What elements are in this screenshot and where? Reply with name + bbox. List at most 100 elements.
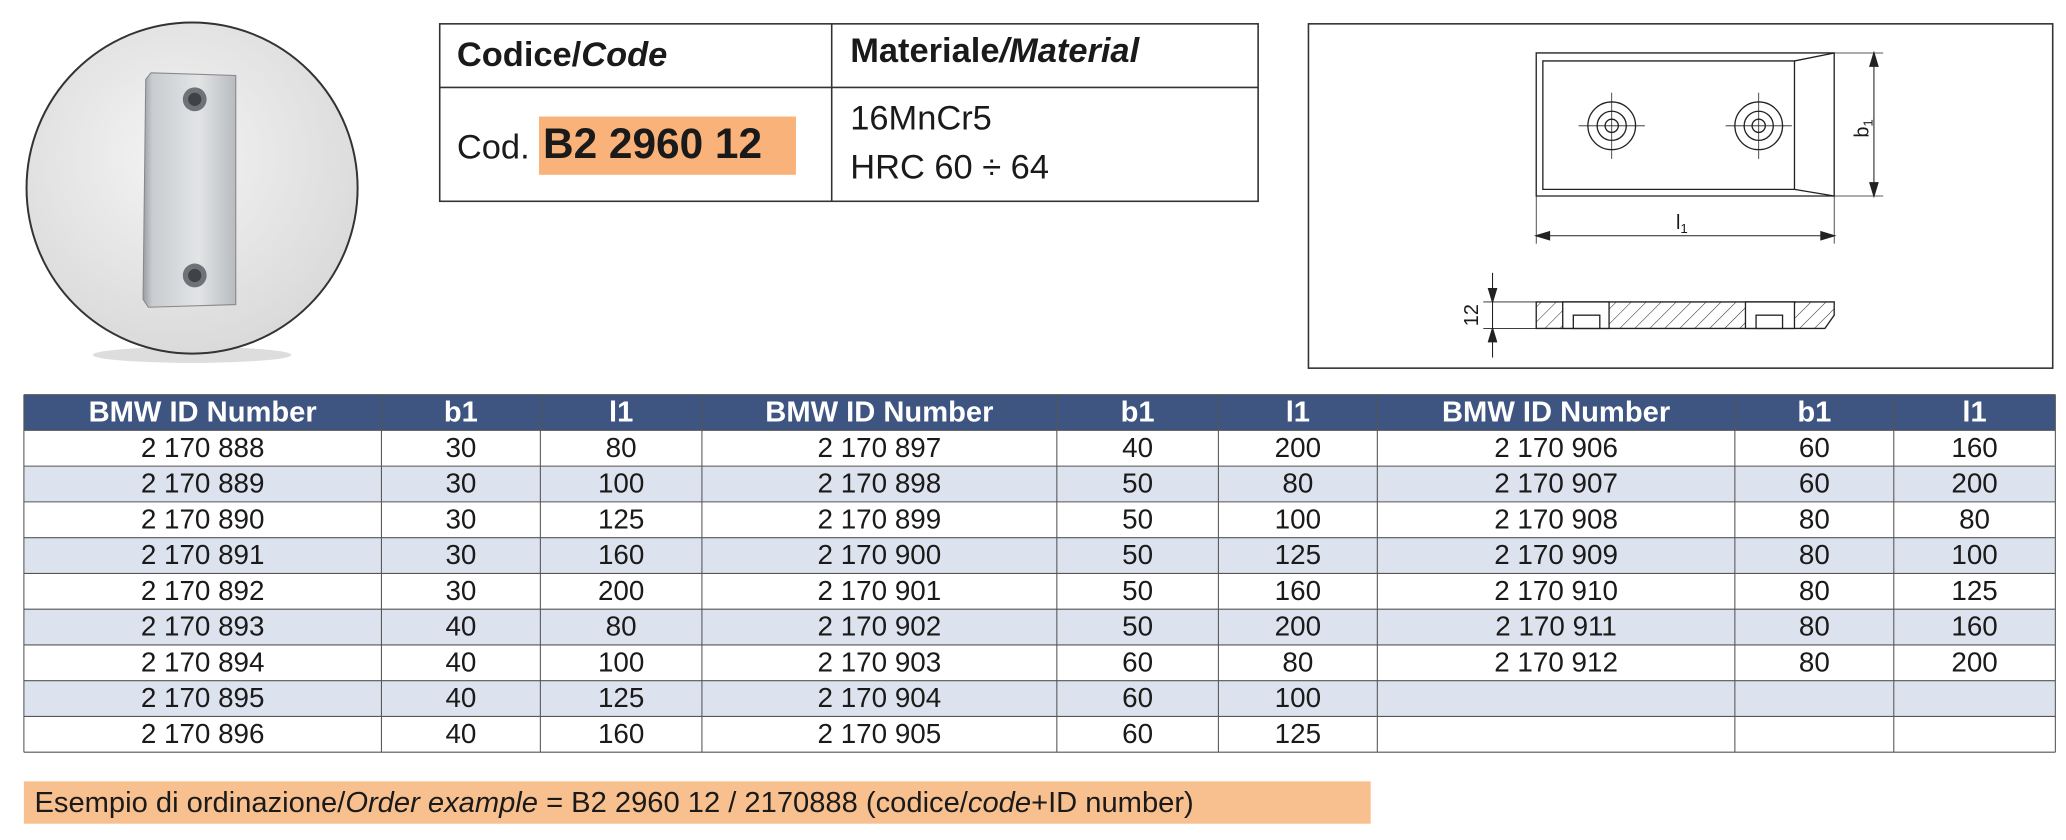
cell: 2 170 898 (818, 468, 942, 499)
cell: 50 (1122, 468, 1153, 499)
header-cell: b1 (1121, 397, 1155, 429)
row-bg (23, 430, 2056, 467)
cell: 2 170 890 (141, 503, 265, 534)
row-bg (23, 680, 2056, 717)
cell: 80 (606, 432, 637, 463)
cell: 200 (598, 575, 644, 606)
cell: 200 (1275, 611, 1321, 642)
cell: 100 (598, 646, 644, 677)
cell: 200 (1275, 432, 1321, 463)
cell: 50 (1122, 503, 1153, 534)
cell: 2 170 899 (818, 503, 942, 534)
cell: 2 170 900 (818, 539, 942, 570)
cell: 80 (1959, 503, 1990, 534)
cell: 2 170 888 (141, 432, 265, 463)
cell: 30 (445, 503, 476, 534)
dim-subscript: 1 (1680, 221, 1687, 236)
cell: 80 (1799, 503, 1830, 534)
cell: 50 (1122, 539, 1153, 570)
hardness: HRC 60 ÷ 64 (850, 149, 1049, 187)
header-text-italic: Code (581, 36, 667, 74)
header-cell: l1 (1286, 397, 1310, 429)
header-text: Codice/ (457, 36, 582, 74)
cell: 125 (1275, 718, 1321, 749)
cell: 2 170 896 (141, 718, 265, 749)
cell: 40 (1122, 432, 1153, 463)
cell: 2 170 909 (1494, 539, 1618, 570)
cell: 200 (1951, 468, 1997, 499)
cell: 80 (1799, 575, 1830, 606)
header-cell: b1 (1797, 397, 1831, 429)
header-cell: l1 (609, 397, 633, 429)
cell: 50 (1122, 611, 1153, 642)
dim-b1: b1 (1852, 119, 1876, 137)
cell: 160 (1951, 432, 1997, 463)
order-text: Esempio di ordinazione/ (34, 787, 346, 819)
cell: 40 (445, 718, 476, 749)
cell: 2 170 908 (1494, 503, 1618, 534)
cell: 2 170 895 (141, 682, 265, 713)
cell: 160 (598, 539, 644, 570)
code-table: Codice/Code Materiale/Material Cod. B2 2… (438, 23, 1259, 203)
technical-drawing (1307, 23, 2054, 369)
header-cell: BMW ID Number (89, 397, 317, 429)
cell: 200 (1951, 646, 1997, 677)
order-text-italic: code (968, 787, 1031, 819)
row-bg (23, 537, 2056, 574)
cell: 50 (1122, 575, 1153, 606)
id-table: BMW ID Number b1 l1 BMW ID Number b1 l1 BMW ID… (23, 394, 2056, 753)
cell: 80 (606, 611, 637, 642)
header-bg (23, 394, 2056, 431)
cell: 100 (598, 468, 644, 499)
cell: 2 170 907 (1494, 468, 1618, 499)
cell: 160 (1951, 611, 1997, 642)
material-header: Materiale/Material (850, 32, 1140, 70)
cell: 2 170 906 (1494, 432, 1618, 463)
material: 16MnCr5 (850, 100, 992, 138)
cell: 80 (1799, 539, 1830, 570)
cell: 2 170 905 (818, 718, 942, 749)
cell: 2 170 892 (141, 575, 265, 606)
header-cell: BMW ID Number (765, 397, 993, 429)
cell: 2 170 911 (1495, 611, 1617, 642)
row-bg (23, 644, 2056, 681)
cell: 100 (1275, 503, 1321, 534)
row-bg (23, 609, 2056, 645)
cell: 2 170 904 (818, 682, 942, 713)
dim-l1: l1 (1676, 212, 1688, 236)
cell: 60 (1799, 432, 1830, 463)
order-highlight (23, 781, 1371, 824)
code-header: Codice/Code (457, 36, 667, 74)
cell: 2 170 903 (818, 646, 942, 677)
order-text: = B2 2960 12 / 2170888 (codice/ (538, 787, 969, 819)
row-bg (23, 501, 2056, 538)
header-text-italic: /Material (997, 32, 1140, 70)
header-text: Materiale (850, 32, 999, 70)
header-cell: b1 (444, 397, 478, 429)
cell: 30 (445, 468, 476, 499)
row-bg (23, 716, 2056, 753)
cell: 125 (598, 682, 644, 713)
cell: 2 170 894 (141, 646, 265, 677)
order-example: Esempio di ordinazione/Order example = B… (34, 787, 1193, 819)
cell: 2 170 897 (818, 432, 942, 463)
cell: 2 170 910 (1494, 575, 1618, 606)
cell: 30 (445, 575, 476, 606)
cell: 125 (1275, 539, 1321, 570)
dim-thickness: 12 (1461, 304, 1483, 326)
cell: 40 (445, 682, 476, 713)
cell: 40 (445, 646, 476, 677)
cell: 80 (1282, 468, 1313, 499)
cell: 30 (445, 432, 476, 463)
cell: 40 (445, 611, 476, 642)
header-cell: BMW ID Number (1442, 397, 1670, 429)
cell: 2 170 893 (141, 611, 265, 642)
code-prefix: Cod. (457, 129, 530, 167)
cell: 100 (1951, 539, 1997, 570)
cell: 60 (1122, 682, 1153, 713)
cell: 2 170 902 (818, 611, 942, 642)
cell: 2 170 912 (1494, 646, 1618, 677)
dim-label: l (1676, 212, 1680, 234)
cell: 80 (1799, 611, 1830, 642)
